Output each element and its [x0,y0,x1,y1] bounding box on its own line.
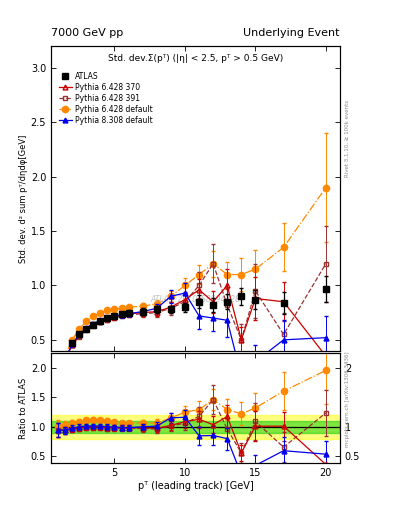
Y-axis label: Std. dev. d² sum pᵀ/dηdφ[GeV]: Std. dev. d² sum pᵀ/dηdφ[GeV] [19,134,28,263]
Y-axis label: Ratio to ATLAS: Ratio to ATLAS [19,378,28,439]
Bar [51,415,340,439]
Text: ATLAS_2010_S8894728: ATLAS_2010_S8894728 [151,294,241,304]
Legend: ATLAS, Pythia 6.428 370, Pythia 6.428 391, Pythia 6.428 default, Pythia 8.308 de: ATLAS, Pythia 6.428 370, Pythia 6.428 39… [55,69,156,127]
Bar [51,421,340,433]
Text: Underlying Event: Underlying Event [243,29,340,38]
Text: 7000 GeV pp: 7000 GeV pp [51,29,123,38]
Text: mcplots.cern.ch [arXiv:1306.3436]: mcplots.cern.ch [arXiv:1306.3436] [345,352,349,447]
Text: Std. dev.Σ(pᵀ) (|η| < 2.5, pᵀ > 0.5 GeV): Std. dev.Σ(pᵀ) (|η| < 2.5, pᵀ > 0.5 GeV) [108,54,283,62]
Text: Rivet 3.1.10, ≥ 100k events: Rivet 3.1.10, ≥ 100k events [345,100,349,177]
X-axis label: pᵀ (leading track) [GeV]: pᵀ (leading track) [GeV] [138,481,253,491]
